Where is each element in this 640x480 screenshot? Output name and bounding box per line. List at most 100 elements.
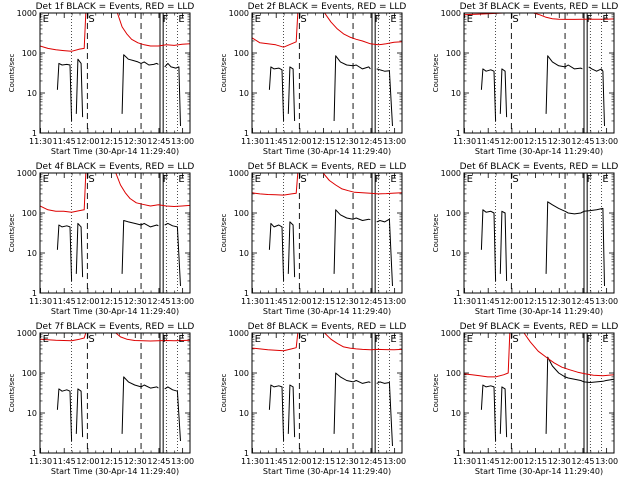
panel: Det 6f BLACK = Events, RED = LLD Counts/s… <box>432 162 618 316</box>
x-tick-label: 12:15 <box>312 137 335 146</box>
lld-series-line <box>464 333 511 378</box>
y-tick-label: 1 <box>456 129 461 138</box>
x-axis-label: Start Time (30-Apr-14 11:29:40) <box>263 307 391 316</box>
x-tick-label: 12:15 <box>524 297 547 306</box>
event-marker-letter: E <box>178 14 184 25</box>
events-series-line <box>287 384 296 438</box>
x-tick-label: 12:00 <box>76 137 99 146</box>
events-series-line <box>499 68 508 118</box>
plot-frame <box>39 172 191 294</box>
x-tick-label: 11:30 <box>453 457 476 466</box>
chart-title: Det 6f BLACK = Events, RED = LLD <box>460 162 619 172</box>
x-tick-label: 13:00 <box>595 137 618 146</box>
y-axis-label: Counts/sec <box>220 54 228 93</box>
event-marker-letter: S <box>512 174 518 185</box>
events-series-line <box>121 54 159 114</box>
plot-frame <box>39 332 191 454</box>
x-tick-label: 12:15 <box>312 457 335 466</box>
event-marker-letter: E <box>255 174 261 185</box>
y-tick-label: 1000 <box>229 9 249 18</box>
x-tick-label: 12:45 <box>571 137 594 146</box>
y-axis-label: Counts/sec <box>8 214 16 253</box>
x-tick-label: 12:00 <box>288 297 311 306</box>
x-tick-label: 11:30 <box>241 137 264 146</box>
y-tick-label: 1000 <box>441 169 461 178</box>
events-series-line <box>56 388 73 442</box>
y-tick-label: 10 <box>239 249 249 258</box>
y-tick-label: 100 <box>234 209 249 218</box>
lld-series-line <box>252 173 299 196</box>
x-axis-label: Start Time (30-Apr-14 11:29:40) <box>51 307 179 316</box>
event-marker-letter: E <box>178 174 184 185</box>
y-tick-label: 1 <box>244 289 249 298</box>
x-tick-label: 12:30 <box>124 457 147 466</box>
events-series-line <box>268 66 285 122</box>
event-marker-letter: F <box>375 14 381 25</box>
x-tick-label: 11:30 <box>453 297 476 306</box>
panel: Det 3f BLACK = Events, RED = LLD Counts/s… <box>432 2 618 156</box>
y-tick-label: 100 <box>234 49 249 58</box>
y-tick-label: 100 <box>446 49 461 58</box>
x-tick-label: 11:30 <box>29 457 52 466</box>
y-tick-label: 10 <box>27 249 37 258</box>
lld-series-line <box>324 13 402 46</box>
lld-series-line <box>40 173 87 213</box>
y-tick-label: 1 <box>456 449 461 458</box>
x-tick-label: 11:45 <box>53 457 76 466</box>
chart-title: Det 5f BLACK = Events, RED = LLD <box>248 162 407 172</box>
plot-frame <box>39 12 191 134</box>
events-series-line <box>121 376 159 434</box>
y-tick-label: 1 <box>244 449 249 458</box>
lld-series-line <box>115 173 190 207</box>
lld-series-line <box>40 333 87 342</box>
plot-frame <box>251 172 403 294</box>
events-series-line <box>268 384 285 442</box>
plot-frame <box>463 12 615 134</box>
y-tick-label: 1000 <box>17 9 37 18</box>
event-marker-letter: E <box>390 14 396 25</box>
events-series-line <box>376 218 393 287</box>
y-tick-label: 1000 <box>441 329 461 338</box>
plot-content <box>252 13 402 133</box>
x-tick-label: 12:00 <box>288 137 311 146</box>
x-tick-label: 11:45 <box>53 137 76 146</box>
event-marker-letter: E <box>43 174 49 185</box>
chart-title: Det 3f BLACK = Events, RED = LLD <box>460 2 619 12</box>
chart-title: Det 1f BLACK = Events, RED = LLD <box>36 2 195 12</box>
x-tick-label: 12:45 <box>147 297 170 306</box>
x-tick-label: 11:45 <box>477 297 500 306</box>
lld-series-line <box>252 13 299 48</box>
plot-frame <box>251 12 403 134</box>
event-marker-letter: F <box>375 334 381 345</box>
x-tick-label: 11:45 <box>477 137 500 146</box>
x-axis-label: Start Time (30-Apr-14 11:29:40) <box>51 147 179 156</box>
event-marker-letter: F <box>587 334 593 345</box>
event-marker-letter: S <box>88 14 94 25</box>
y-tick-label: 1 <box>32 129 37 138</box>
x-tick-label: 13:00 <box>595 297 618 306</box>
lld-series-line <box>115 333 190 342</box>
lld-series-line <box>40 13 87 52</box>
events-series-line <box>376 68 393 127</box>
plot-frame <box>463 332 615 454</box>
panel: Det 9f BLACK = Events, RED = LLD Counts/s… <box>432 322 618 476</box>
y-axis-label: Counts/sec <box>8 374 16 413</box>
x-tick-label: 12:15 <box>100 137 123 146</box>
event-marker-letter: E <box>602 174 608 185</box>
panel: Det 8f BLACK = Events, RED = LLD Counts/s… <box>220 322 406 476</box>
x-tick-label: 13:00 <box>383 297 406 306</box>
event-marker-letter: E <box>390 334 396 345</box>
x-tick-label: 12:15 <box>312 297 335 306</box>
events-series-line <box>287 66 296 122</box>
y-axis-label: Counts/sec <box>220 374 228 413</box>
x-tick-label: 13:00 <box>171 297 194 306</box>
x-tick-label: 12:00 <box>288 457 311 466</box>
event-marker-letter: S <box>300 14 306 25</box>
events-series-line <box>121 220 159 274</box>
event-marker-letter: E <box>467 334 473 345</box>
events-series-line <box>499 210 508 282</box>
events-series-line <box>164 62 181 127</box>
y-tick-label: 100 <box>22 369 37 378</box>
event-marker-letter: E <box>602 334 608 345</box>
event-marker-letter: E <box>43 334 49 345</box>
